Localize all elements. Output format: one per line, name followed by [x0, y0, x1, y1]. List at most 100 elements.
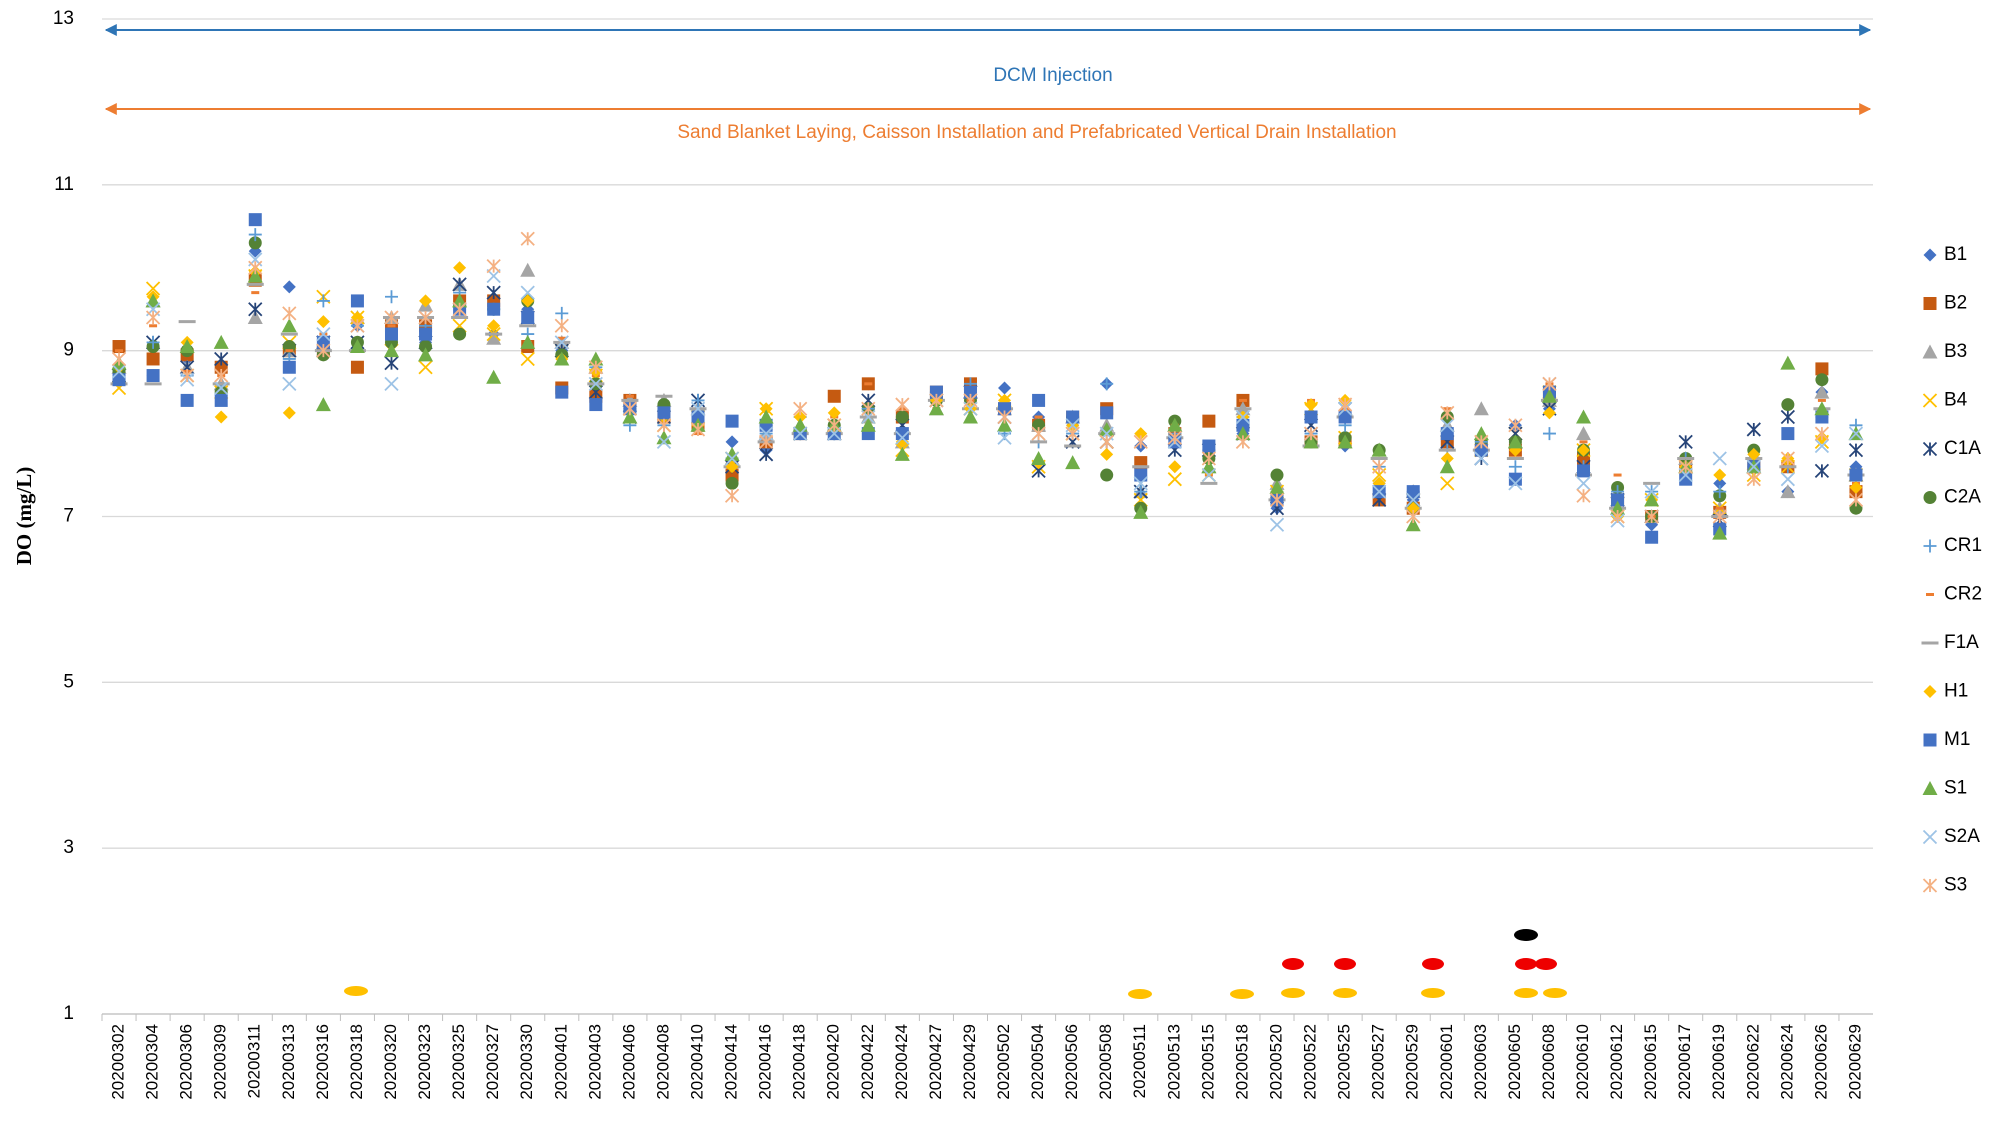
marker [725, 460, 739, 474]
marker [1235, 409, 1251, 425]
legend-marker [1923, 685, 1937, 698]
marker [1746, 422, 1761, 437]
x-tick-label: 20200520 [1266, 1024, 1285, 1100]
marker [929, 393, 944, 408]
marker [1473, 426, 1489, 441]
marker [1576, 488, 1591, 503]
x-tick-label: 20200615 [1641, 1024, 1660, 1100]
marker [1781, 398, 1795, 412]
marker [520, 231, 535, 246]
marker [1474, 434, 1489, 450]
marker [725, 435, 739, 449]
legend-label: C1A [1944, 438, 1981, 459]
marker [1065, 455, 1081, 470]
x-tick-label: 20200311 [245, 1024, 264, 1098]
marker [1167, 430, 1182, 445]
annotation: Sand Blanket Laying, Caisson Installatio… [677, 122, 1396, 143]
marker [520, 262, 536, 277]
marker [1304, 398, 1318, 412]
marker [555, 306, 569, 320]
legend-label: S2A [1944, 826, 1980, 847]
marker [214, 380, 229, 396]
marker [724, 488, 740, 503]
marker [895, 410, 909, 424]
x-tick-label: 20200629 [1845, 1024, 1864, 1100]
marker [1473, 401, 1489, 416]
marker [1541, 388, 1557, 403]
marker [180, 393, 194, 407]
x-tick-label: 20200403 [585, 1024, 604, 1100]
x-tick-label: 20200406 [619, 1024, 638, 1100]
x-tick-label: 20200612 [1607, 1024, 1626, 1100]
marker [350, 294, 364, 308]
marks [110, 213, 1865, 544]
marker [962, 409, 978, 424]
marker [214, 360, 228, 374]
marker [1100, 406, 1114, 420]
marker [690, 401, 706, 416]
marker [384, 290, 398, 304]
marker [521, 311, 535, 324]
marker [214, 410, 228, 424]
marker [1508, 476, 1523, 491]
marker [1372, 459, 1387, 474]
x-tick-label: 20200626 [1811, 1024, 1830, 1100]
marker [520, 334, 536, 349]
marker [452, 302, 467, 317]
marker [1712, 451, 1727, 466]
marker [1167, 472, 1182, 487]
marker [1440, 476, 1455, 491]
x-tick-label: 20200624 [1777, 1024, 1796, 1100]
marker [1201, 459, 1217, 474]
marker [1849, 468, 1863, 482]
marker [180, 368, 195, 383]
marker [1440, 418, 1455, 433]
marker [179, 339, 195, 354]
marker [1133, 476, 1148, 491]
legend-marker [1923, 491, 1937, 504]
x-tick-label: 20200318 [347, 1024, 366, 1100]
marker [997, 417, 1013, 432]
marker [1440, 405, 1455, 420]
x-tick-label: 20200608 [1539, 1024, 1558, 1100]
marker [1577, 464, 1591, 478]
x-tick-label: 20200617 [1675, 1024, 1694, 1100]
x-tick-label: 20200504 [1028, 1024, 1047, 1100]
marker [248, 260, 263, 275]
marker [1542, 427, 1556, 441]
marker [1133, 434, 1148, 450]
marker [1814, 438, 1830, 454]
marker [1814, 401, 1830, 416]
marker [1576, 409, 1592, 424]
marker [486, 268, 501, 284]
marker [384, 355, 399, 371]
marker [146, 352, 160, 366]
marker [384, 327, 398, 341]
x-tick-label: 20200408 [653, 1024, 672, 1100]
y-tick-label: 9 [63, 340, 74, 361]
marker [1406, 492, 1421, 508]
marker [1269, 517, 1285, 532]
x-tick-label: 20200527 [1369, 1024, 1388, 1100]
x-tick-label: 20200525 [1335, 1024, 1354, 1100]
marker [690, 422, 706, 437]
marker [1712, 509, 1727, 524]
marker [1679, 472, 1693, 486]
marker [758, 434, 774, 450]
x-tick-label: 20200522 [1301, 1024, 1320, 1100]
marker [894, 446, 910, 461]
x-tick-label: 20200513 [1164, 1024, 1183, 1100]
marker [1746, 472, 1761, 487]
grid [101, 18, 1873, 1021]
x-tick-label: 20200511 [1130, 1024, 1149, 1098]
marker [758, 409, 774, 424]
annotation: DCM Injection [993, 65, 1112, 86]
x-tick-label: 20200427 [926, 1024, 945, 1100]
marker [1848, 443, 1864, 458]
marker [1849, 480, 1863, 494]
marker [1814, 384, 1830, 399]
marker [1849, 501, 1863, 515]
marker [418, 347, 434, 362]
marker [1713, 476, 1727, 490]
marker [656, 430, 672, 445]
